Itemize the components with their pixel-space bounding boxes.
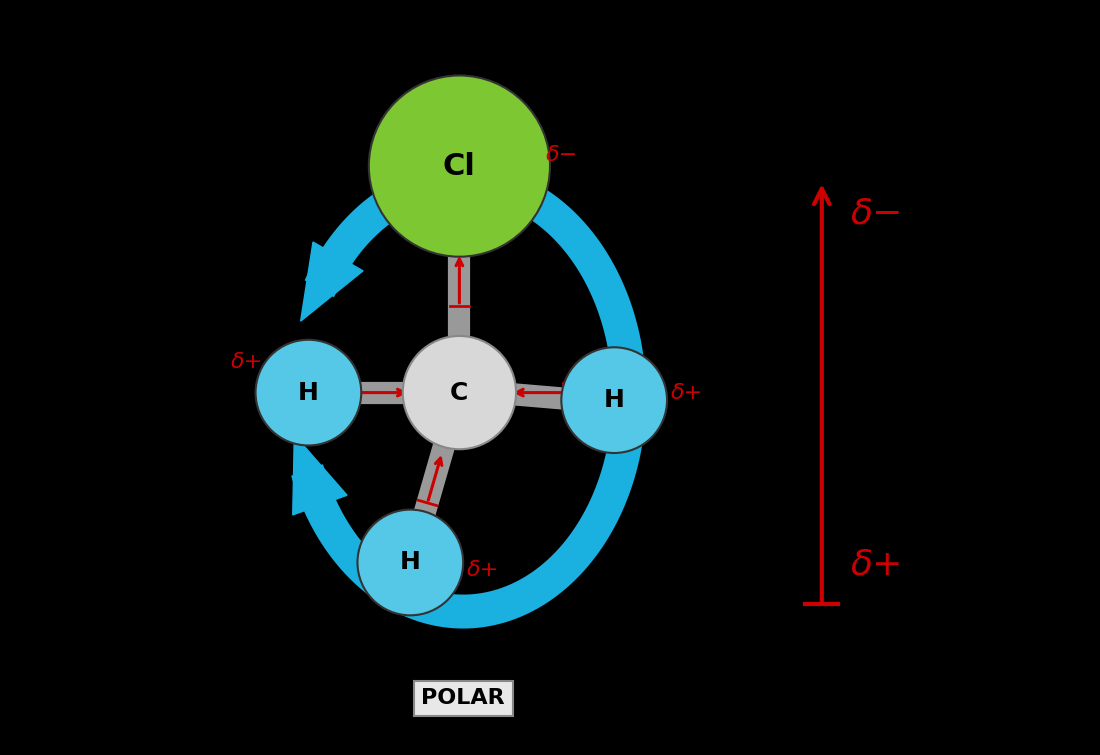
Text: H: H: [400, 550, 421, 575]
Text: C: C: [450, 381, 469, 405]
Circle shape: [368, 76, 550, 257]
Circle shape: [561, 347, 667, 453]
Text: δ+: δ+: [468, 560, 499, 580]
Text: Cl: Cl: [443, 152, 476, 180]
Circle shape: [403, 336, 516, 449]
Text: δ+: δ+: [231, 353, 263, 372]
Text: δ+: δ+: [850, 547, 903, 581]
Circle shape: [358, 510, 463, 615]
Text: H: H: [298, 381, 319, 405]
Polygon shape: [293, 435, 346, 515]
Text: POLAR: POLAR: [421, 689, 505, 708]
Text: δ−: δ−: [547, 145, 579, 165]
Text: δ−: δ−: [850, 196, 903, 230]
Polygon shape: [300, 242, 363, 321]
Text: H: H: [604, 388, 625, 412]
Circle shape: [255, 340, 361, 445]
Polygon shape: [292, 165, 647, 628]
Text: δ+: δ+: [671, 383, 703, 402]
